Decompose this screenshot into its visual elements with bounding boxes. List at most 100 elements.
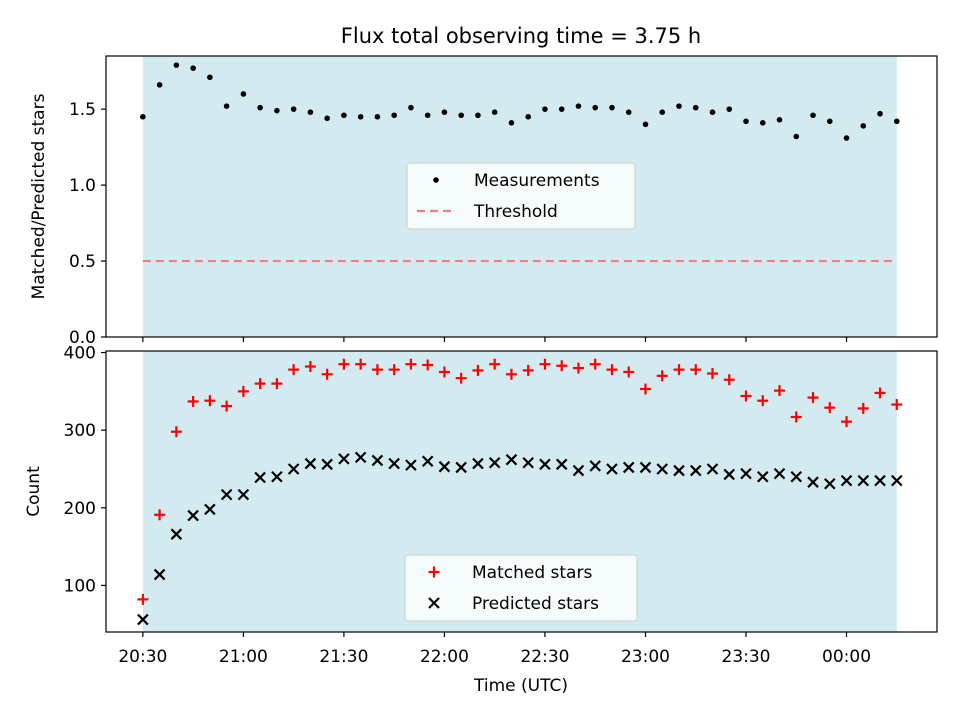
measurements-point xyxy=(307,109,314,115)
predicted-stars-point-b xyxy=(706,463,719,475)
ratio-y-tick-label: 0.0 xyxy=(69,328,96,348)
legend-box xyxy=(404,554,638,622)
predicted-stars-point xyxy=(237,488,250,501)
x-tick-label: 23:00 xyxy=(621,647,670,667)
matched-stars-point xyxy=(472,364,484,376)
measurements-point xyxy=(324,115,330,122)
predicted-stars-point-b xyxy=(321,458,333,471)
predicted-stars-point xyxy=(790,470,803,483)
measurements-point xyxy=(525,113,532,120)
matched-stars-point xyxy=(656,370,668,382)
matched-stars-point xyxy=(237,385,249,397)
matched-stars-point xyxy=(723,374,735,386)
count-y-tick-label: 400 xyxy=(64,344,96,364)
predicted-stars-point-b xyxy=(539,458,551,471)
predicted-stars-point xyxy=(505,453,518,466)
measurements-point xyxy=(759,120,766,126)
measurements-point xyxy=(575,103,582,109)
ratio-y-tick-label: 1.0 xyxy=(69,176,96,196)
measurements-point xyxy=(508,120,515,126)
predicted-stars-point-b xyxy=(438,460,451,473)
predicted-stars-point xyxy=(338,453,350,465)
predicted-stars-point-b xyxy=(740,467,752,480)
predicted-stars-point-b xyxy=(555,458,568,471)
matched-stars-point xyxy=(288,364,300,376)
predicted-stars-point xyxy=(572,464,585,477)
measurements-point xyxy=(776,116,783,123)
matched-stars-point xyxy=(204,395,216,407)
matched-stars-point xyxy=(774,385,786,397)
predicted-stars-point-b xyxy=(455,461,467,474)
predicted-stars-point xyxy=(371,454,384,467)
measurements-point xyxy=(860,123,867,129)
measurements-point xyxy=(341,112,347,119)
predicted-stars-point-b xyxy=(187,509,199,522)
predicted-stars-point xyxy=(606,463,618,475)
predicted-stars-point xyxy=(137,613,149,626)
predicted-stars-point-b xyxy=(790,470,803,483)
measurements-point xyxy=(357,113,364,120)
predicted-stars-point-b xyxy=(304,457,317,470)
matched-stars-point xyxy=(807,392,819,404)
matched-stars-point xyxy=(556,360,568,372)
predicted-stars-point xyxy=(756,470,769,483)
measurements-point xyxy=(458,112,464,119)
predicted-stars-point xyxy=(153,568,166,581)
predicted-stars-point xyxy=(539,458,551,471)
measurements-point xyxy=(659,109,666,115)
ratio-legend: Measurements Threshold xyxy=(406,162,636,230)
predicted-stars-point-b xyxy=(405,459,417,471)
matched-stars-point xyxy=(690,364,702,376)
matched-stars-point xyxy=(740,390,752,402)
measurements-point xyxy=(709,109,716,115)
predicted-stars-point-b xyxy=(472,457,484,470)
matched-stars-point xyxy=(874,387,886,399)
measurements-point xyxy=(676,103,682,109)
predicted-stars-point-b xyxy=(823,477,836,490)
matched-stars-point xyxy=(757,395,769,407)
predicted-stars-point-b xyxy=(773,467,786,480)
measurements-point xyxy=(424,112,431,119)
x-tick-label: 21:30 xyxy=(319,647,368,667)
predicted-stars-point-b xyxy=(840,474,853,487)
measurements-point xyxy=(408,104,414,111)
count-y-tick-label: 200 xyxy=(64,499,96,519)
predicted-stars-point xyxy=(773,467,786,480)
matched-stars-point xyxy=(891,399,903,411)
matched-stars-point xyxy=(371,364,383,376)
measurements-point xyxy=(240,91,247,97)
predicted-stars-point xyxy=(354,451,367,464)
predicted-stars-point-b xyxy=(505,453,518,466)
predicted-stars-point-b xyxy=(874,474,886,487)
predicted-stars-point-b xyxy=(153,568,166,581)
matched-stars-point xyxy=(304,361,316,373)
predicted-stars-point-b xyxy=(388,457,400,470)
matched-stars-point xyxy=(137,593,149,605)
predicted-stars-point xyxy=(874,474,886,487)
predicted-stars-point-b xyxy=(673,464,685,477)
matched-stars-point xyxy=(589,358,601,370)
predicted-stars-point xyxy=(706,463,719,475)
predicted-stars-point xyxy=(187,509,199,522)
measurements-point xyxy=(156,82,163,88)
count-legend: Matched stars Predicted stars xyxy=(404,554,638,622)
predicted-stars-point-b xyxy=(723,468,736,481)
predicted-stars-point-b xyxy=(371,454,384,467)
predicted-stars-point xyxy=(555,458,568,471)
legend-predicted-stars-swatch xyxy=(428,597,440,609)
predicted-stars-point xyxy=(488,457,501,469)
predicted-stars-point-b xyxy=(287,463,300,475)
x-tick-label: 22:00 xyxy=(420,647,469,667)
matched-stars-point xyxy=(824,402,836,414)
predicted-stars-point xyxy=(287,463,300,475)
measurements-point xyxy=(140,113,146,120)
measurements-point xyxy=(475,112,481,119)
measurements-point xyxy=(223,103,230,109)
predicted-stars-point xyxy=(723,468,736,481)
matched-stars-point xyxy=(572,362,584,374)
x-tick-label: 21:00 xyxy=(219,647,268,667)
predicted-stars-point-b xyxy=(522,457,534,469)
matched-stars-point xyxy=(254,378,266,390)
predicted-stars-point-b xyxy=(488,457,501,469)
predicted-stars-point-b xyxy=(572,464,585,477)
